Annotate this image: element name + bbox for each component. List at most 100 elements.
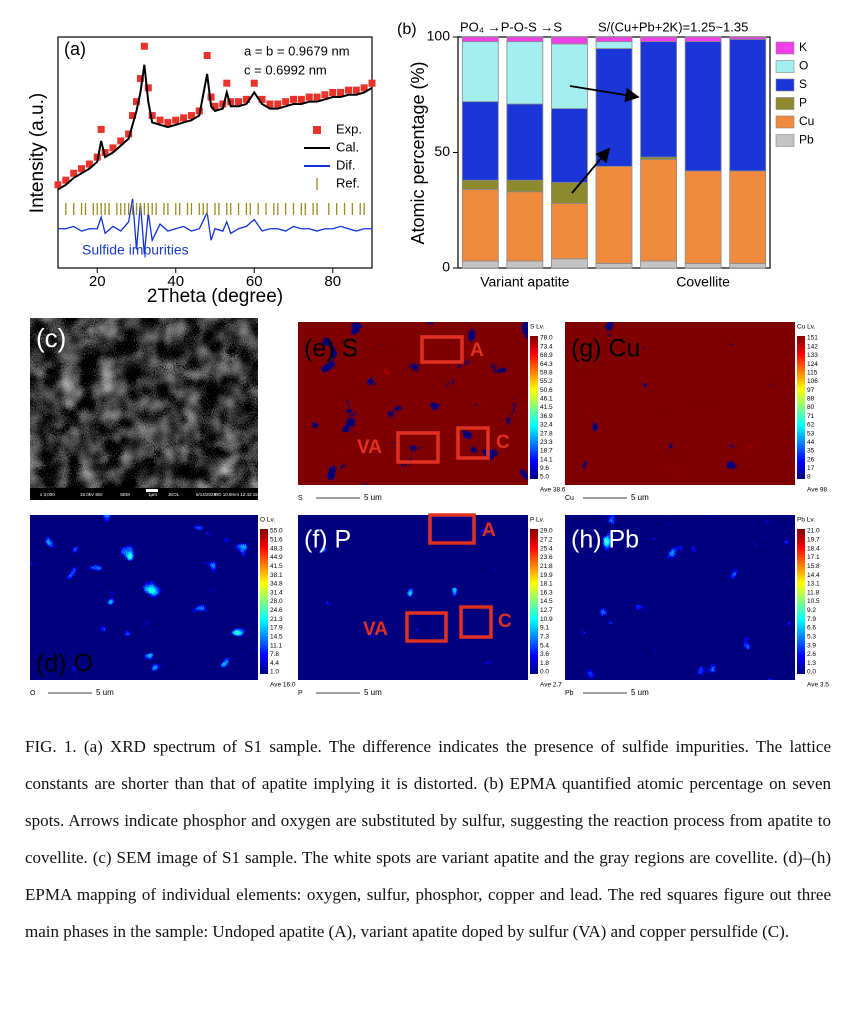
colorbar-average: Ave 38.6 — [540, 487, 566, 494]
colorbar-label: 53 — [807, 430, 815, 437]
legend-label: Ref. — [336, 175, 360, 190]
colorbar-average: Ave 16.0 — [270, 682, 296, 689]
legend-label: Cal. — [336, 139, 359, 154]
data-point — [203, 51, 211, 59]
element-label: S — [298, 495, 303, 502]
colorbar-label: 0.0 — [540, 669, 549, 676]
phase-label: C — [496, 432, 510, 453]
annotation: Sulfide impurities — [82, 242, 189, 258]
legend-marker — [775, 78, 795, 92]
panel-label: (d) O — [36, 650, 93, 678]
colorbar — [260, 529, 268, 674]
data-point — [235, 98, 243, 106]
data-point — [266, 100, 274, 108]
colorbar-label: 13.1 — [807, 581, 820, 588]
bar-segment — [640, 260, 677, 269]
bar-segment — [684, 41, 722, 172]
bar-segment — [640, 41, 677, 158]
bar-segment — [551, 43, 588, 110]
colorbar-label: 12.7 — [540, 607, 553, 614]
data-point — [70, 169, 78, 177]
bar-segment — [640, 36, 677, 43]
colorbar — [797, 336, 805, 479]
colorbar-label: 26 — [807, 456, 815, 463]
data-point — [360, 84, 368, 92]
colorbar-label: 14.1 — [540, 456, 553, 463]
colorbar-label: 23.3 — [540, 439, 553, 446]
element-label: Cu — [565, 495, 574, 502]
colorbar-label: 21.3 — [270, 616, 283, 623]
colorbar-label: 17 — [807, 465, 815, 472]
sem-scale-bar — [146, 489, 158, 492]
data-point — [211, 102, 219, 110]
data-point — [187, 112, 195, 120]
panel-label: (c) — [36, 323, 66, 353]
colorbar-label: 2.6 — [807, 651, 816, 658]
data-point — [144, 84, 152, 92]
x-tick-label: 40 — [167, 273, 184, 290]
panel-label: (f) P — [304, 526, 351, 554]
element-label: O — [30, 690, 36, 697]
data-point — [242, 95, 250, 103]
bar-segment — [595, 41, 633, 49]
sem-info: SEM — [120, 492, 130, 497]
colorbar-label: 55.0 — [270, 528, 283, 535]
colorbar-label: 73.4 — [540, 343, 553, 350]
annotation: S/(Cu+Pb+2K)=1.25~1.35 — [598, 19, 748, 34]
phase-box — [420, 335, 464, 364]
group-label: Variant apatite — [480, 274, 569, 290]
bar-segment — [729, 36, 767, 40]
panel-label: (b) — [397, 21, 417, 38]
colorbar-label: 34.8 — [270, 581, 283, 588]
bar-segment — [729, 170, 767, 264]
bar-segment — [461, 189, 499, 262]
data-point — [297, 95, 305, 103]
data-point — [97, 125, 105, 133]
legend-marker — [313, 126, 321, 134]
data-point — [117, 137, 125, 145]
colorbar-label: 8 — [807, 474, 811, 481]
sem-info: 6/14/2024 — [196, 492, 217, 497]
legend-label: O — [799, 59, 808, 73]
bar-segment — [595, 48, 633, 167]
colorbar-average: Ave 3.5 — [807, 682, 829, 689]
data-point — [164, 118, 172, 126]
scale-bar-label: 5 um — [631, 493, 649, 502]
x-tick-label: 60 — [246, 273, 263, 290]
colorbar-label: 5.4 — [540, 642, 549, 649]
data-point — [321, 91, 329, 99]
element-label: Pb — [565, 690, 574, 697]
colorbar-label: 36.9 — [540, 413, 553, 420]
chart-layers: 20 40 60 80 Exp. Cal. Dif. Ref. 0 50 100 Variant ap… — [54, 28, 814, 290]
colorbar-label: 1.3 — [807, 660, 816, 667]
scale-bar-label: 5 um — [631, 688, 649, 697]
element-label: P — [298, 690, 303, 697]
panel-label: (a) — [64, 39, 86, 59]
data-point — [109, 144, 117, 152]
data-point — [172, 116, 180, 124]
bar-segment — [551, 258, 588, 269]
map-image — [565, 322, 795, 485]
bar-segment — [506, 41, 544, 105]
data-point — [223, 79, 231, 87]
colorbar-label: 51.6 — [270, 537, 283, 544]
colorbar-label: 19.9 — [540, 572, 553, 579]
data-point — [62, 176, 70, 184]
panel-label: (e) S — [304, 335, 358, 363]
colorbar-label: 44.9 — [270, 554, 283, 561]
scale-bar-label: 5 um — [96, 688, 114, 697]
colorbar-label: 59.8 — [540, 369, 553, 376]
bar-segment — [684, 170, 722, 264]
colorbar-label: 35 — [807, 448, 815, 455]
colorbar-label: 41.5 — [540, 404, 553, 411]
sem-info-bar — [30, 488, 258, 500]
data-point — [258, 95, 266, 103]
sem-info: x 3,000 — [40, 492, 55, 497]
colorbar-label: 48.3 — [270, 545, 283, 552]
annotation: c = 0.6992 nm — [244, 62, 327, 77]
colorbar-label: 41.5 — [270, 563, 283, 570]
phase-label: A — [482, 520, 496, 541]
colorbar-label: 5.0 — [540, 474, 549, 481]
data-point — [85, 160, 93, 168]
sem-info: 1μm — [148, 492, 157, 497]
